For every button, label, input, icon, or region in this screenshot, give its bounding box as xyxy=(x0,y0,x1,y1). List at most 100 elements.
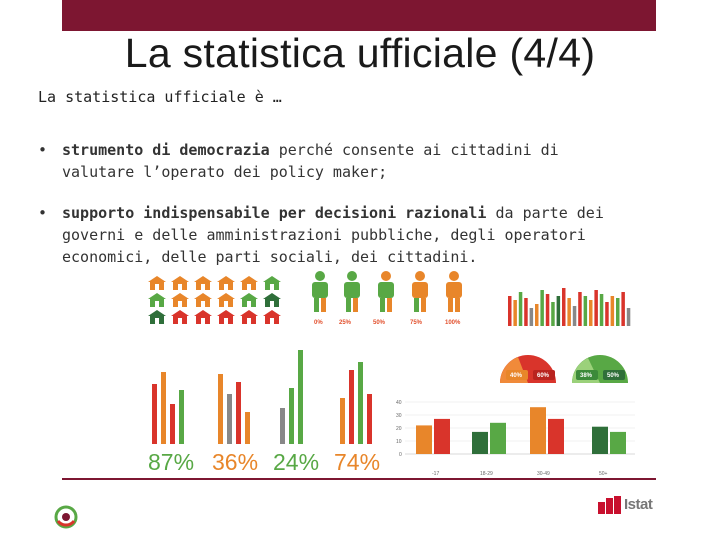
house-icon xyxy=(194,310,212,324)
house-icon xyxy=(240,310,258,324)
bar xyxy=(616,298,620,326)
bar xyxy=(578,292,582,326)
bar xyxy=(551,302,555,326)
bullet-dot-icon: • xyxy=(38,141,48,159)
house-door xyxy=(201,301,205,307)
age-bar xyxy=(434,418,450,454)
person-leg-icon xyxy=(314,298,319,312)
scale-label: 0% xyxy=(314,320,323,326)
house-icon xyxy=(148,293,166,307)
house-door xyxy=(247,301,251,307)
bullet-dot-icon: • xyxy=(38,204,48,222)
house-door xyxy=(247,284,251,290)
big-percent: 87% xyxy=(148,449,194,475)
house-icon xyxy=(148,276,166,290)
bar xyxy=(513,300,517,326)
house-door xyxy=(270,284,274,290)
big-percent: 74% xyxy=(334,449,380,475)
bar xyxy=(545,294,550,326)
house-door xyxy=(270,301,274,307)
gauge-right-value: 60% xyxy=(537,373,550,379)
person-body-icon xyxy=(446,282,462,298)
age-bar xyxy=(530,407,546,454)
bar xyxy=(599,294,604,326)
top-bar-chart xyxy=(508,288,631,326)
houses-icon-grid xyxy=(148,276,281,324)
bullet-text: supporto indispensabile per decisioni ra… xyxy=(62,202,632,268)
person-leg-icon xyxy=(380,298,385,312)
bar xyxy=(626,308,631,326)
bullet-bold-text: supporto indispensabile per decisioni ra… xyxy=(62,204,487,222)
house-door xyxy=(224,284,228,290)
gauge-green: 38% 50% xyxy=(572,355,628,383)
bar xyxy=(218,374,223,444)
bar xyxy=(349,370,354,444)
y-tick: 40 xyxy=(396,400,402,406)
bar xyxy=(358,362,363,444)
bar xyxy=(508,296,512,326)
person-head-icon xyxy=(381,271,391,281)
bar xyxy=(589,300,593,326)
bar xyxy=(280,408,285,444)
bar xyxy=(583,296,588,326)
slide-title: La statistica ufficiale (4/4) xyxy=(124,30,596,76)
bar xyxy=(524,298,528,326)
person-head-icon xyxy=(415,271,425,281)
person-head-icon xyxy=(315,271,325,281)
house-door xyxy=(224,318,228,324)
house-icon xyxy=(240,293,258,307)
house-door xyxy=(178,284,182,290)
istat-logo-text: Istat xyxy=(624,496,653,513)
bar xyxy=(567,298,571,326)
house-icon xyxy=(217,293,235,307)
house-door xyxy=(155,318,159,324)
big-percent: 24% xyxy=(273,449,319,475)
bar xyxy=(529,308,534,326)
bar xyxy=(340,398,345,444)
person-body-icon xyxy=(378,282,394,298)
big-percent-labels: 87% 36% 24% 74% xyxy=(148,449,380,475)
house-door xyxy=(155,284,159,290)
bar xyxy=(540,290,544,326)
person-leg-icon xyxy=(353,298,358,312)
scale-label: 75% xyxy=(410,320,423,326)
house-door xyxy=(270,318,274,324)
age-bar xyxy=(548,418,564,454)
percent-bar-groups xyxy=(152,350,372,444)
bar xyxy=(367,394,372,444)
giornata-statistica-logo xyxy=(52,487,112,532)
bar xyxy=(289,388,294,444)
bar xyxy=(236,382,241,444)
bar xyxy=(621,292,625,326)
person-leg-icon xyxy=(448,298,453,312)
house-icon xyxy=(171,276,189,290)
bar xyxy=(298,350,303,444)
person-leg-icon xyxy=(421,298,426,312)
gauge-left-value: 40% xyxy=(510,373,523,379)
bar xyxy=(556,296,561,326)
y-tick: 10 xyxy=(396,439,402,445)
house-icon xyxy=(171,310,189,324)
scale-label: 100% xyxy=(445,320,461,326)
age-bars xyxy=(416,407,626,454)
bullet-text: strumento di democrazia perché consente … xyxy=(62,139,632,183)
bar xyxy=(161,372,166,444)
bar xyxy=(535,304,539,326)
age-bar xyxy=(592,426,608,454)
bar xyxy=(245,412,250,444)
bullet-rest-text: perché consente ai cittadini di valutare… xyxy=(62,141,559,181)
bullet-bold-text: strumento di democrazia xyxy=(62,141,270,159)
scale-label: 50% xyxy=(373,320,386,326)
age-bar xyxy=(610,431,626,454)
house-door xyxy=(247,318,251,324)
house-icon xyxy=(171,293,189,307)
bar xyxy=(572,306,577,326)
house-icon xyxy=(148,310,166,324)
istat-logo: Istat xyxy=(598,494,658,516)
age-bar-chart: 40 30 20 10 0 -17 18-29 30-49 50+ xyxy=(396,400,635,477)
x-tick: -17 xyxy=(432,471,439,477)
bar xyxy=(594,290,598,326)
people-scale: 0% 25% 50% 75% 100% xyxy=(314,320,461,326)
person-leg-icon xyxy=(346,298,351,312)
person-leg-icon xyxy=(455,298,460,312)
